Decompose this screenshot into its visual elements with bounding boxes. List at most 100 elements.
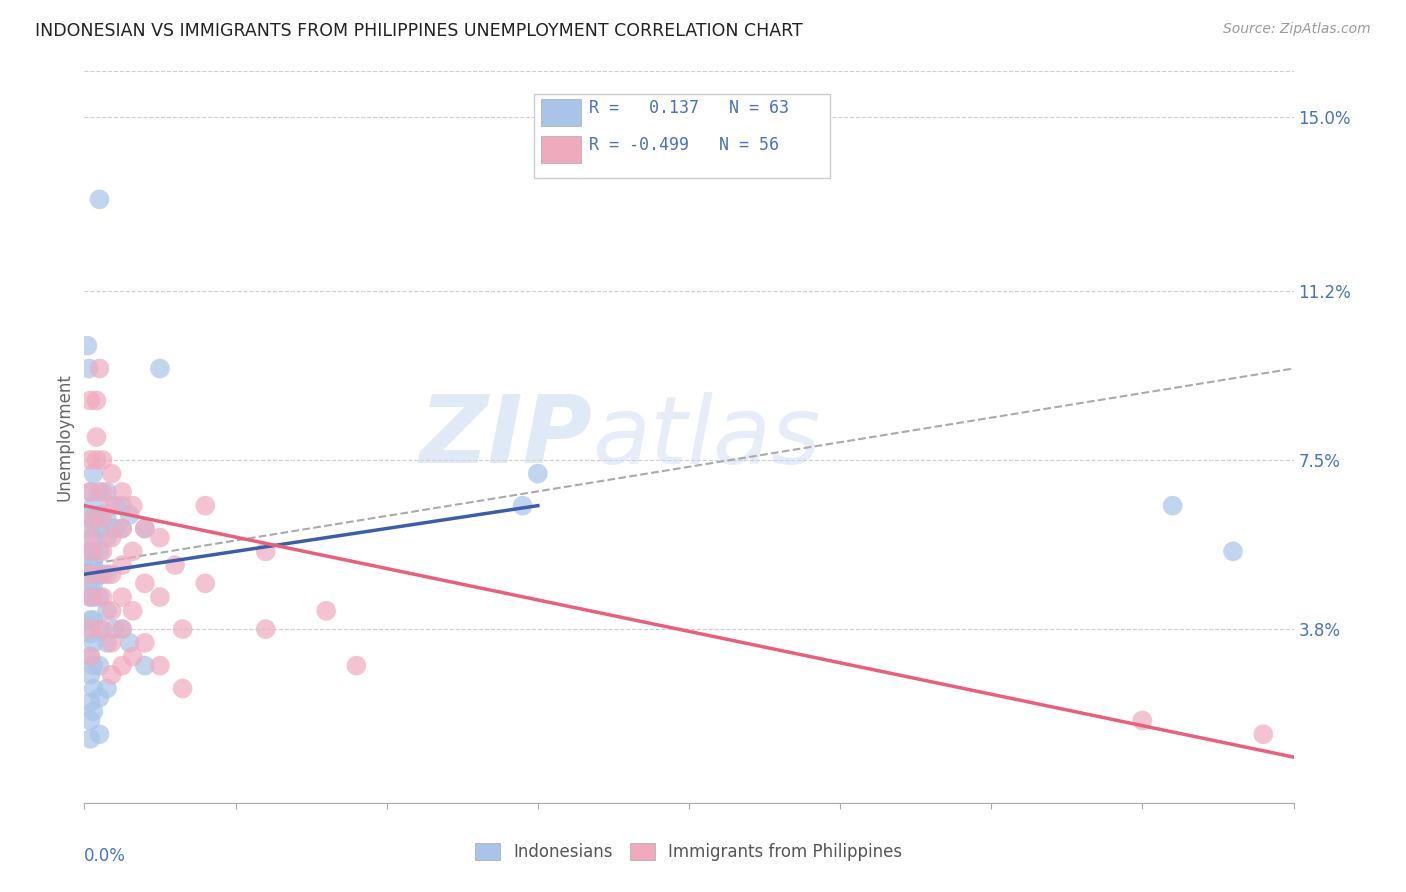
- Point: [82, 681, 104, 696]
- Point: [82, 467, 104, 481]
- Point: [121, 649, 143, 664]
- Point: [121, 604, 143, 618]
- Point: [89, 193, 111, 207]
- Legend: Indonesians, Immigrants from Philippines: Indonesians, Immigrants from Philippines: [468, 836, 910, 868]
- Point: [79, 485, 101, 500]
- Point: [76, 338, 98, 352]
- Point: [111, 499, 134, 513]
- Point: [1130, 714, 1153, 728]
- Point: [82, 636, 104, 650]
- Point: [165, 558, 187, 573]
- Point: [79, 393, 101, 408]
- Point: [91, 590, 114, 604]
- Point: [96, 681, 118, 696]
- Point: [82, 499, 104, 513]
- Point: [96, 512, 118, 526]
- Text: 0.0%: 0.0%: [84, 847, 127, 864]
- Point: [1253, 727, 1275, 741]
- Point: [96, 567, 118, 582]
- Point: [527, 467, 550, 481]
- Point: [86, 453, 108, 467]
- Point: [100, 467, 122, 481]
- Point: [79, 613, 101, 627]
- Point: [315, 604, 337, 618]
- Point: [149, 590, 172, 604]
- Point: [89, 567, 111, 582]
- Point: [111, 558, 134, 573]
- Point: [86, 430, 108, 444]
- Point: [111, 622, 134, 636]
- Point: [79, 544, 101, 558]
- Point: [89, 544, 111, 558]
- Point: [79, 626, 101, 640]
- Point: [118, 508, 141, 522]
- Point: [82, 576, 104, 591]
- Point: [111, 622, 134, 636]
- Point: [1161, 499, 1184, 513]
- Point: [79, 558, 101, 573]
- Point: [91, 512, 114, 526]
- Point: [96, 531, 118, 545]
- Point: [96, 636, 118, 650]
- Point: [100, 604, 122, 618]
- Point: [104, 622, 127, 636]
- Point: [91, 453, 114, 467]
- Text: Source: ZipAtlas.com: Source: ZipAtlas.com: [1223, 22, 1371, 37]
- Point: [79, 695, 101, 709]
- Point: [172, 622, 194, 636]
- Y-axis label: Unemployment: Unemployment: [55, 373, 73, 501]
- Point: [79, 512, 101, 526]
- Text: R = -0.499   N = 56: R = -0.499 N = 56: [589, 136, 779, 154]
- Point: [79, 567, 101, 582]
- Point: [111, 521, 134, 535]
- Point: [111, 485, 134, 500]
- Point: [346, 658, 368, 673]
- Point: [100, 499, 122, 513]
- Point: [121, 499, 143, 513]
- Point: [82, 705, 104, 719]
- Point: [86, 393, 108, 408]
- Point: [96, 604, 118, 618]
- Point: [111, 658, 134, 673]
- Text: INDONESIAN VS IMMIGRANTS FROM PHILIPPINES UNEMPLOYMENT CORRELATION CHART: INDONESIAN VS IMMIGRANTS FROM PHILIPPINE…: [35, 22, 803, 40]
- Point: [79, 590, 101, 604]
- Point: [91, 622, 114, 636]
- Point: [149, 361, 172, 376]
- Point: [89, 622, 111, 636]
- Point: [100, 531, 122, 545]
- Point: [89, 508, 111, 522]
- Point: [254, 544, 277, 558]
- Point: [79, 521, 101, 535]
- Point: [104, 499, 127, 513]
- Point: [254, 622, 277, 636]
- Point: [134, 576, 156, 591]
- Point: [89, 727, 111, 741]
- Point: [82, 658, 104, 673]
- Point: [79, 667, 101, 681]
- Point: [172, 681, 194, 696]
- Point: [79, 485, 101, 500]
- Point: [149, 531, 172, 545]
- Point: [82, 531, 104, 545]
- Point: [79, 508, 101, 522]
- Point: [79, 590, 101, 604]
- Point: [149, 658, 172, 673]
- Point: [79, 622, 101, 636]
- Point: [89, 590, 111, 604]
- Text: ZIP: ZIP: [419, 391, 592, 483]
- Point: [96, 485, 118, 500]
- Point: [134, 521, 156, 535]
- Point: [91, 485, 114, 500]
- Point: [91, 544, 114, 558]
- Point: [79, 649, 101, 664]
- Point: [89, 690, 111, 705]
- Point: [89, 361, 111, 376]
- Point: [79, 576, 101, 591]
- Point: [79, 731, 101, 746]
- Point: [134, 521, 156, 535]
- Point: [121, 544, 143, 558]
- Point: [79, 649, 101, 664]
- Point: [100, 567, 122, 582]
- Point: [194, 499, 217, 513]
- Point: [89, 658, 111, 673]
